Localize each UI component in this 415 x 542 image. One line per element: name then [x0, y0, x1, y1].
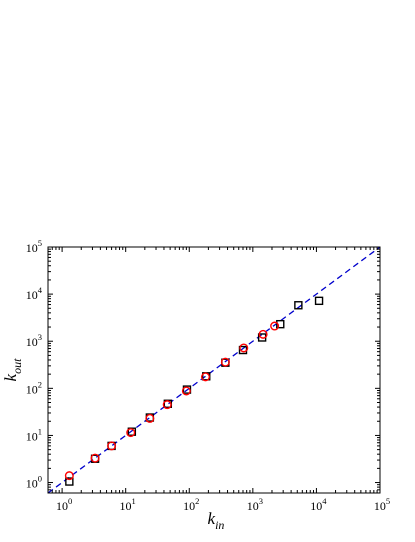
plot-frame	[47, 246, 381, 494]
circle-point	[64, 471, 74, 481]
reference-line	[48, 247, 380, 493]
tick-label-exponent: 1	[132, 496, 136, 506]
tick-label-base: 10	[26, 335, 38, 349]
circle-point	[107, 441, 117, 451]
square-point	[314, 296, 324, 306]
tick-label-base: 10	[183, 499, 195, 513]
series-square	[65, 296, 324, 486]
circle-point	[270, 321, 280, 331]
plot-inner	[48, 247, 380, 493]
y-axis-title: kout	[1, 358, 24, 382]
circle-point	[126, 428, 136, 438]
tick-label-base: 10	[120, 499, 132, 513]
tick-label-exponent: 5	[38, 238, 42, 248]
y-tick-label: 101	[26, 426, 42, 443]
axes: 100 101 102 103 104 105100101102103104105kink…	[1, 238, 390, 532]
x-tick-label: 101	[120, 496, 136, 513]
x-axis-title-base: k	[208, 509, 216, 528]
tick-label-base: 10	[374, 499, 386, 513]
tick-label-exponent: 2	[38, 379, 42, 389]
tick-label-base: 10	[26, 241, 38, 255]
circle-point	[200, 372, 210, 382]
y-tick-label: 102	[26, 379, 42, 396]
tick-label-base: 10	[26, 382, 38, 396]
x-tick-label: 105	[374, 496, 390, 513]
y-tick-label: 105	[26, 238, 42, 255]
square-point	[127, 427, 137, 436]
circle-point	[181, 386, 191, 396]
y-axis-title-base: k	[1, 373, 20, 381]
tick-label-base: 10	[26, 429, 38, 443]
circle-point	[90, 453, 100, 463]
y-axis-title-subscript: out	[10, 358, 24, 374]
series-circle	[64, 321, 280, 481]
square-point	[65, 477, 74, 486]
circle-point	[258, 329, 268, 339]
x-tick-label: 100	[56, 496, 72, 513]
tick-label-exponent: 5	[386, 496, 390, 506]
circle-point	[162, 400, 172, 410]
tick-label-exponent: 4	[38, 285, 43, 295]
tick-label-exponent: 3	[259, 496, 263, 506]
x-tick-label: 102	[183, 496, 199, 513]
tick-label-exponent: 3	[38, 332, 42, 342]
tick-label-base: 10	[56, 499, 68, 513]
y-tick-label: 103	[26, 332, 42, 349]
circle-point	[220, 357, 230, 367]
tick-label-base: 10	[26, 288, 38, 302]
x-tick-label: 103	[247, 496, 263, 513]
tick-label-exponent: 1	[38, 426, 42, 436]
square-point	[294, 301, 303, 310]
circle-point	[239, 343, 249, 353]
tick-label-exponent: 4	[322, 496, 327, 506]
tick-label-exponent: 2	[195, 496, 199, 506]
x-axis-title: kin	[208, 509, 225, 532]
tick-label-exponent: 0	[38, 474, 42, 484]
tick-label-base: 10	[247, 499, 259, 513]
tick-label-base: 10	[310, 499, 322, 513]
tick-label-exponent: 0	[68, 496, 72, 506]
x-axis-title-subscript: in	[215, 518, 224, 532]
y-tick-label: 104	[26, 285, 43, 302]
x-tick-label: 104	[310, 496, 327, 513]
y-tick-label: 100	[26, 474, 42, 491]
circle-point	[145, 413, 155, 423]
plot-area	[48, 247, 380, 493]
square-point	[276, 319, 285, 329]
tick-label-base: 10	[26, 477, 38, 491]
